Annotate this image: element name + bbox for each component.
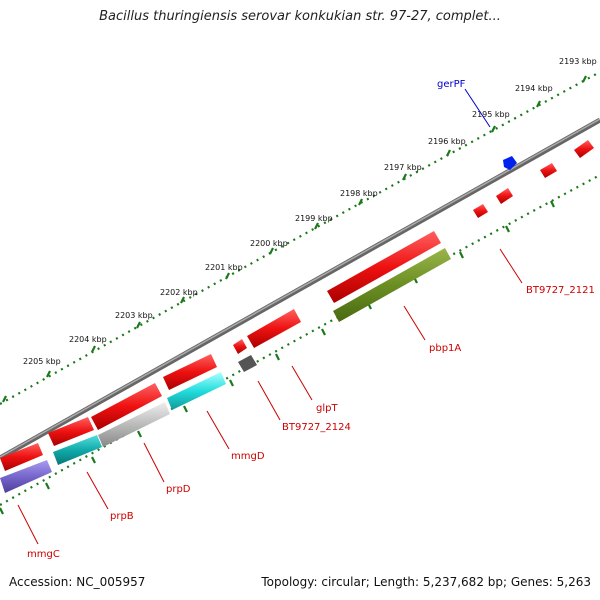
scale-tick-labels: 2193 kbp 2194 kbp 2195 kbp 2196 kbp 2197… bbox=[23, 57, 597, 366]
tick-label: 2200 kbp bbox=[250, 239, 288, 248]
gene-label-mmgC[interactable]: mmgC bbox=[27, 549, 60, 560]
prpB-feature[interactable] bbox=[53, 435, 102, 465]
gene-feature[interactable] bbox=[247, 309, 301, 348]
tick-label: 2202 kbp bbox=[160, 288, 198, 297]
BT9727_2124-feature[interactable] bbox=[238, 355, 257, 372]
gene-feature[interactable] bbox=[163, 354, 217, 390]
scale-ring-inner bbox=[0, 174, 600, 506]
gene-feature[interactable] bbox=[48, 417, 94, 446]
gene-label-pbp1A[interactable]: pbp1A bbox=[429, 343, 461, 354]
gene-label-mmgD[interactable]: mmgD bbox=[231, 451, 265, 462]
gene-label-BT9727_2121[interactable]: BT9727_2121 bbox=[526, 285, 595, 296]
gene-label-gerPF[interactable]: gerPF bbox=[437, 79, 466, 90]
tick-label: 2194 kbp bbox=[515, 84, 553, 93]
gene-feature[interactable] bbox=[327, 231, 441, 303]
tick-label: 2201 kbp bbox=[205, 263, 243, 272]
gerPF-feature[interactable] bbox=[503, 156, 517, 170]
genome-backbone-highlight bbox=[0, 118, 600, 458]
gene-feature[interactable] bbox=[473, 204, 488, 218]
pbp1A-feature[interactable] bbox=[333, 248, 451, 322]
scale-ring-outer bbox=[0, 71, 600, 405]
tick-label: 2195 kbp bbox=[472, 110, 510, 119]
prpD-feature[interactable] bbox=[98, 402, 170, 447]
genome-backbone bbox=[0, 117, 600, 461]
topology-text: Topology: circular; Length: 5,237,682 bp… bbox=[261, 575, 591, 589]
gene-label-prpD[interactable]: prpD bbox=[166, 484, 191, 495]
gene-label-BT9727_2124[interactable]: BT9727_2124 bbox=[282, 422, 351, 433]
label-leader-lines bbox=[17, 88, 523, 545]
forward-cds-track bbox=[0, 140, 594, 471]
gene-feature[interactable] bbox=[574, 140, 594, 158]
tick-label: 2193 kbp bbox=[559, 57, 597, 66]
accession-text: Accession: NC_005957 bbox=[9, 575, 146, 589]
outer-major-ticks bbox=[2, 75, 587, 403]
gene-labels: gerPF BT9727_2121 pbp1A glpT BT9727_2124… bbox=[27, 79, 595, 560]
cyan-feature[interactable] bbox=[167, 372, 226, 410]
map-title: Bacillus thuringiensis serovar konkukian… bbox=[99, 9, 501, 24]
tick-label: 2203 kbp bbox=[115, 311, 153, 320]
gene-feature[interactable] bbox=[91, 383, 162, 430]
gene-feature[interactable] bbox=[233, 339, 247, 354]
tick-label: 2199 kbp bbox=[295, 214, 333, 223]
tick-label: 2204 kbp bbox=[69, 335, 107, 344]
tick-label: 2196 kbp bbox=[428, 137, 466, 146]
gene-feature[interactable] bbox=[496, 188, 513, 204]
gene-label-prpB[interactable]: prpB bbox=[110, 511, 134, 522]
tick-label: 2205 kbp bbox=[23, 357, 61, 366]
gene-label-glpT[interactable]: glpT bbox=[316, 403, 338, 414]
mmgC-feature[interactable] bbox=[0, 460, 52, 493]
gene-feature[interactable] bbox=[540, 163, 557, 178]
tick-label: 2197 kbp bbox=[384, 163, 422, 172]
gene-feature[interactable] bbox=[0, 443, 43, 471]
tick-label: 2198 kbp bbox=[340, 189, 378, 198]
